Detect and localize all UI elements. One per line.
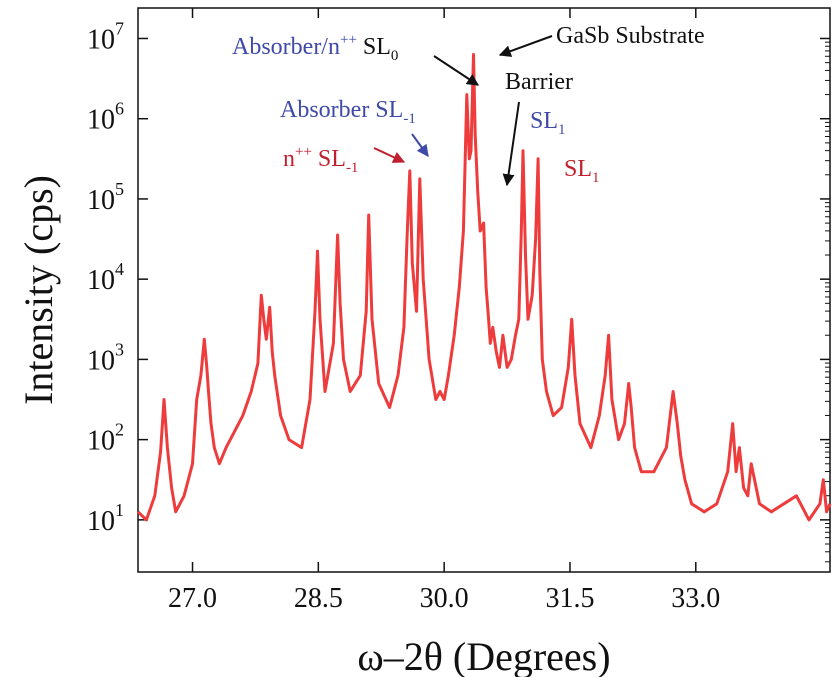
y-tick-label: 104 <box>87 259 124 296</box>
arrow-npp-sl-minus1 <box>373 147 406 163</box>
arrow-absorber-n-sl0 <box>433 55 480 86</box>
annotation-gasb-substrate: GaSb Substrate <box>556 23 705 49</box>
y-tick-label: 101 <box>87 500 124 537</box>
x-tick-label: 27.0 <box>168 583 217 614</box>
y-tick-label: 107 <box>87 18 124 55</box>
x-tick-label: 31.5 <box>545 583 594 614</box>
y-tick-label: 102 <box>87 420 124 457</box>
annotation-sl1-blue: SL1 <box>530 108 566 138</box>
x-axis-title: ω–2θ (Degrees) <box>357 634 610 677</box>
y-axis-title: Intensity (cps) <box>16 175 61 405</box>
y-tick-label: 106 <box>87 99 124 136</box>
arrow-gasb-substrate <box>498 35 553 57</box>
annotation-absorber-n-sl0: Absorber/n++ SL0 <box>232 32 398 64</box>
axis-ticks <box>138 8 830 572</box>
x-tick-label: 30.0 <box>420 583 469 614</box>
annotation-sl1-red: SL1 <box>564 156 600 186</box>
arrow-barrier <box>502 101 520 187</box>
intensity-series-line <box>136 53 832 522</box>
annotation-absorber-sl-minus1: Absorber SL-1 <box>280 97 416 127</box>
annotation-npp-sl-minus1: n++ SL-1 <box>283 144 358 176</box>
tick-labels: 27.0 28.5 30.0 31.5 33.0 101 102 103 104 105 106 10… <box>87 18 720 614</box>
x-tick-label: 33.0 <box>671 583 720 614</box>
annotation-barrier: Barrier <box>505 69 573 95</box>
y-tick-label: 105 <box>87 179 124 216</box>
plot-frame <box>137 7 831 573</box>
x-tick-label: 28.5 <box>294 583 343 614</box>
arrow-absorber-sl-minus1 <box>411 133 429 157</box>
y-tick-label: 103 <box>87 339 124 376</box>
